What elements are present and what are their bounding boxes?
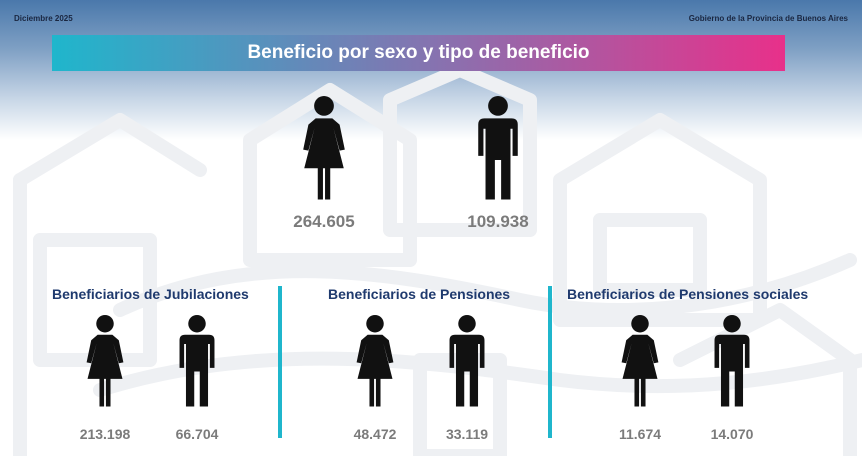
man-icon [179,314,215,407]
woman-icon [86,314,124,407]
title-banner: Beneficio por sexo y tipo de beneficio [52,35,785,71]
man-icon [714,314,750,407]
man-icon [478,96,518,200]
pensiones-sociales-women-count: 11.674 [618,426,662,442]
woman-icon [621,314,659,407]
jubilaciones-women-count: 213.198 [79,426,131,442]
section-title-pensiones-sociales: Beneficiarios de Pensiones sociales [567,286,809,302]
organization-name: Gobierno de la Provincia de Buenos Aires [688,14,848,23]
jubilaciones-men-count: 66.704 [175,426,219,442]
total-men-count: 109.938 [467,212,529,231]
woman-icon [356,314,394,407]
section-title-jubilaciones: Beneficiarios de Jubilaciones [52,286,249,302]
page-title: Beneficio por sexo y tipo de beneficio [247,42,590,63]
section-title-pensiones: Beneficiarios de Pensiones [328,286,511,302]
pensiones-men-count: 33.119 [445,426,489,442]
section-divider [278,286,282,438]
pensiones-women-count: 48.472 [353,426,397,442]
total-women-count: 264.605 [293,212,355,231]
report-date: Diciembre 2025 [14,14,73,23]
man-icon [449,314,485,407]
pensiones-sociales-men-count: 14.070 [710,426,754,442]
section-divider [548,286,552,438]
woman-icon [303,96,345,200]
